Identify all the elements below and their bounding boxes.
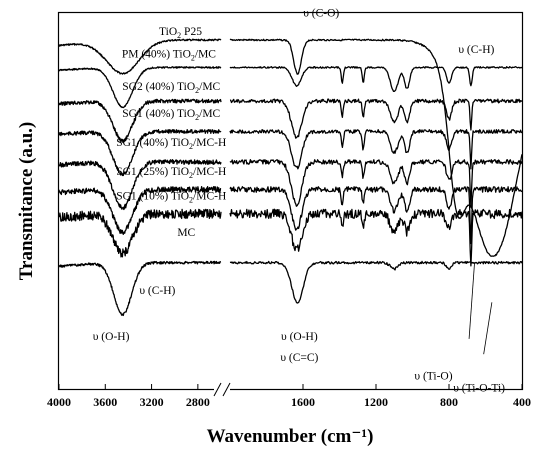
series-label: SG1 (40%) TiO2/MC-H <box>116 137 226 151</box>
annotation-label: υ (C-H) <box>139 285 175 297</box>
series-line-5-part-2 <box>229 159 523 208</box>
plot-frame <box>57 11 524 391</box>
series-line-3-part-1 <box>58 98 222 144</box>
series-label: MC <box>177 227 195 239</box>
x-ticks: 4000 3600 3200 2800 1600 1200 800 400 <box>47 384 531 409</box>
series-line-7-part-1 <box>58 208 222 258</box>
series-line-2-part-1 <box>58 66 222 109</box>
series-label: SG1 (25%) TiO2/MC-H <box>116 166 226 180</box>
curves-group <box>58 38 523 317</box>
annotation-label: υ (C-H) <box>458 44 494 56</box>
series-line-6-part-1 <box>58 186 222 235</box>
annotation-label: υ (O-H) <box>93 331 130 343</box>
series-line-8-part-1 <box>58 260 222 317</box>
series-line-6-part-2 <box>229 186 523 245</box>
annotation-label: υ (Ti-O-Ti) <box>453 383 505 395</box>
series-line-2-part-2 <box>229 66 523 93</box>
series-line-4-part-1 <box>58 129 222 177</box>
y-axis-title: Transmitance (a.u.) <box>16 122 37 281</box>
annotation-label: υ (O-H) <box>281 331 318 343</box>
series-labels: TiO2 P25 PM (40%) TiO2/MC SG2 (40%) TiO2/M… <box>116 26 226 239</box>
series-label: SG1 (40%) TiO2/MC <box>122 108 220 122</box>
annotation-leader-line <box>468 262 475 339</box>
series-line-8-part-2 <box>229 260 523 304</box>
annotations: υ (C-O) υ (C-H) υ (C-H) υ (O-H) υ (O-H) υ (C=… <box>93 8 505 395</box>
series-line-1-part-1 <box>58 38 222 75</box>
series-line-7-part-2 <box>229 208 523 267</box>
x-tick-label: 2800 <box>186 395 210 409</box>
x-tick-label: 400 <box>513 395 531 409</box>
x-tick-label: 3600 <box>93 395 117 409</box>
series-line-1-part-2 <box>229 38 523 257</box>
annotation-label: υ (C=C) <box>280 352 318 364</box>
x-tick-label: 1600 <box>291 395 315 409</box>
series-line-5-part-1 <box>58 159 222 211</box>
x-axis-title: Wavenumber (cm⁻¹) <box>207 426 374 447</box>
annotation-leader-line <box>483 302 493 355</box>
series-line-4-part-2 <box>229 129 523 170</box>
series-label: TiO2 P25 <box>159 26 202 40</box>
x-tick-label: 800 <box>440 395 458 409</box>
x-tick-label: 3200 <box>140 395 164 409</box>
series-label: SG1 (10%) TiO2/MC-H <box>116 191 226 205</box>
annotation-label: υ (Ti-O) <box>414 371 452 383</box>
annotation-label: υ (C-O) <box>303 8 339 20</box>
series-label: PM (40%) TiO2/MC <box>122 49 216 63</box>
series-line-3-part-2 <box>229 98 523 139</box>
x-tick-label: 1200 <box>364 395 388 409</box>
series-label: SG2 (40%) TiO2/MC <box>122 81 220 95</box>
x-axis-break <box>213 382 231 398</box>
x-tick-label: 4000 <box>47 395 71 409</box>
